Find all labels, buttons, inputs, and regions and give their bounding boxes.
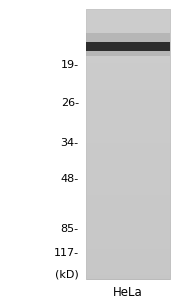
Text: 34-: 34- (61, 137, 79, 148)
Bar (86, 42, 170, 51)
Bar (86, 9, 170, 279)
Text: 19-: 19- (61, 59, 79, 70)
Text: HeLa: HeLa (113, 286, 143, 299)
Text: 85-: 85- (61, 224, 79, 235)
Bar (86, 33, 170, 56)
Text: 48-: 48- (61, 173, 79, 184)
Text: (kD): (kD) (55, 269, 79, 280)
Text: 26-: 26- (61, 98, 79, 109)
Text: 117-: 117- (54, 248, 79, 259)
